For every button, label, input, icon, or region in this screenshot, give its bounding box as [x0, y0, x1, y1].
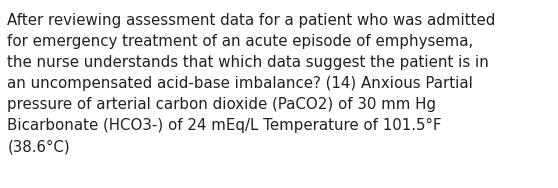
Text: After reviewing assessment data for a patient who was admitted
for emergency tre: After reviewing assessment data for a pa… — [7, 13, 496, 154]
